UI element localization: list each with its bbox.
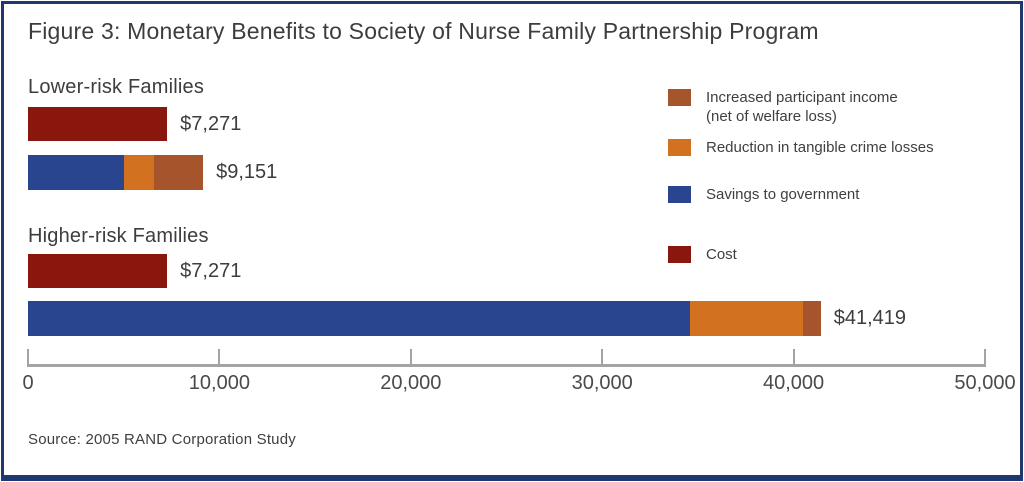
bar-segment-cost — [28, 254, 168, 288]
figure-title: Figure 3: Monetary Benefits to Society o… — [28, 18, 819, 44]
legend-item-savings-to-government: Savings to government — [668, 185, 1008, 204]
bar-row-higher-cost: $7,271 — [28, 254, 1008, 288]
legend-item-cost: Cost — [668, 245, 1008, 264]
bar-row-lower-benefits: $9,151 — [28, 155, 1008, 190]
legend-label-cost: Cost — [706, 246, 737, 263]
legend-item-increased-participant-income: Increased participant income (net of wel… — [668, 88, 1008, 126]
x-axis-tick — [409, 349, 412, 367]
x-axis-line — [28, 364, 985, 367]
bar-row-higher-benefits: $41,419 — [28, 301, 1008, 336]
x-axis-tick-label: 40,000 — [763, 372, 825, 394]
bar-lower-cost — [28, 107, 168, 141]
bar-segment-crime — [690, 301, 804, 336]
legend-label-income-line1: Increased participant income — [706, 89, 898, 106]
legend-label-income: Increased participant income (net of wel… — [706, 88, 898, 126]
bar-value-lower-cost: $7,271 — [180, 112, 242, 135]
legend-swatch-income — [668, 89, 691, 106]
group-label-lower-risk: Lower-risk Families — [28, 76, 205, 98]
bar-segment-income — [153, 155, 204, 190]
bar-row-lower-cost: $7,271 — [28, 107, 1008, 141]
bar-higher-cost — [28, 254, 168, 288]
legend-item-crime-losses: Reduction in tangible crime losses — [668, 138, 1008, 157]
x-axis-tick-label: 10,000 — [188, 372, 250, 394]
x-axis-labels: 0 10,000 20,000 30,000 40,000 50,000 — [22, 372, 1015, 396]
bar-value-higher-benefits: $41,419 — [833, 307, 907, 329]
bar-value-higher-cost: $7,271 — [180, 259, 242, 282]
x-axis — [27, 349, 986, 367]
x-axis-tick — [601, 349, 604, 367]
legend-label-income-line2: (net of welfare loss) — [706, 108, 837, 125]
x-axis-tick — [27, 349, 29, 367]
bar-segment-savings — [28, 155, 124, 190]
legend-swatch-crime — [668, 139, 691, 156]
group-label-higher-risk: Higher-risk Families — [28, 225, 209, 247]
x-axis-tick-label: 50,000 — [954, 372, 1016, 394]
x-axis-tick-label: 30,000 — [571, 372, 633, 394]
x-axis-tick — [984, 349, 986, 367]
bar-segment-crime — [123, 155, 154, 190]
legend-label-crime: Reduction in tangible crime losses — [706, 139, 934, 156]
legend-swatch-cost — [668, 246, 691, 263]
bar-higher-benefits — [28, 301, 821, 336]
legend-swatch-savings — [668, 186, 691, 203]
bar-segment-cost — [28, 107, 168, 141]
bar-segment-savings — [28, 301, 691, 336]
bar-lower-benefits — [28, 155, 204, 190]
x-axis-tick-label: 20,000 — [380, 372, 442, 394]
bar-value-lower-benefits: $9,151 — [216, 161, 278, 183]
legend-label-savings: Savings to government — [706, 186, 860, 203]
source-note: Source: 2005 RAND Corporation Study — [28, 431, 296, 448]
legend: Increased participant income (net of wel… — [668, 88, 1008, 264]
x-axis-tick-label: 0 — [22, 372, 34, 394]
x-axis-tick — [792, 349, 795, 367]
bar-segment-income — [803, 301, 821, 336]
x-axis-tick — [218, 349, 221, 367]
